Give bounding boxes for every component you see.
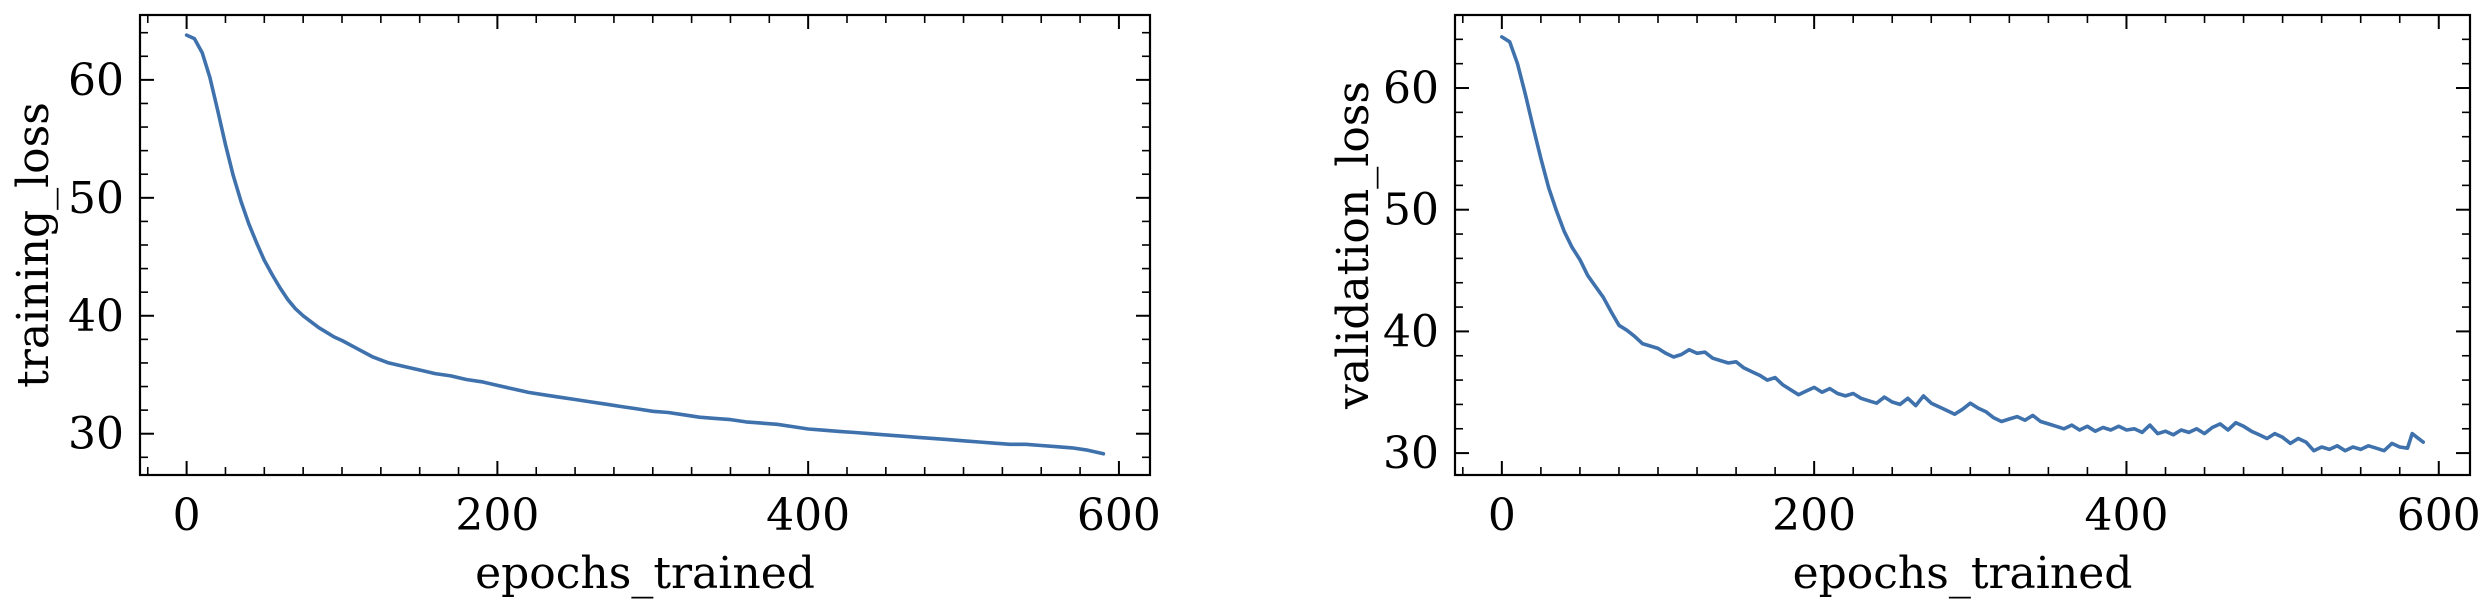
y-axis-label: validation_loss: [1328, 81, 1379, 410]
x-tick-label: 400: [2084, 490, 2168, 541]
x-tick-label: 200: [455, 490, 539, 541]
x-tick-label: 0: [173, 490, 201, 541]
y-tick-label: 30: [68, 409, 124, 460]
x-axis-label: epochs_trained: [475, 548, 815, 599]
x-tick-label: 400: [766, 490, 850, 541]
series-line-0: [1500, 35, 2425, 453]
axes-frame: [1453, 13, 2472, 477]
y-axis-label: training_loss: [8, 102, 59, 388]
y-tick-label: 40: [68, 291, 124, 342]
y-tick-label: 50: [1383, 185, 1439, 236]
x-tick-label: 200: [1772, 490, 1856, 541]
x-axis-label: epochs_trained: [1793, 548, 2133, 599]
y-tick-label: 30: [1383, 428, 1439, 479]
chart-training-loss: 0 200 400 600 30 40 50 60 epochs_trained training…: [8, 13, 1161, 599]
y-tick-label: 50: [68, 173, 124, 224]
chart-validation-loss: 0 200 400 600 30 40 50 60 epochs_trained validati…: [1328, 13, 2481, 599]
y-tick-label: 40: [1383, 306, 1439, 357]
x-tick-label: 600: [1077, 490, 1161, 541]
x-tick-label: 600: [2397, 490, 2481, 541]
axes-frame: [138, 13, 1152, 477]
y-tick-label: 60: [68, 55, 124, 106]
y-tick-label: 60: [1383, 63, 1439, 114]
x-tick-label: 0: [1488, 490, 1516, 541]
series-line-0: [184, 33, 1106, 456]
